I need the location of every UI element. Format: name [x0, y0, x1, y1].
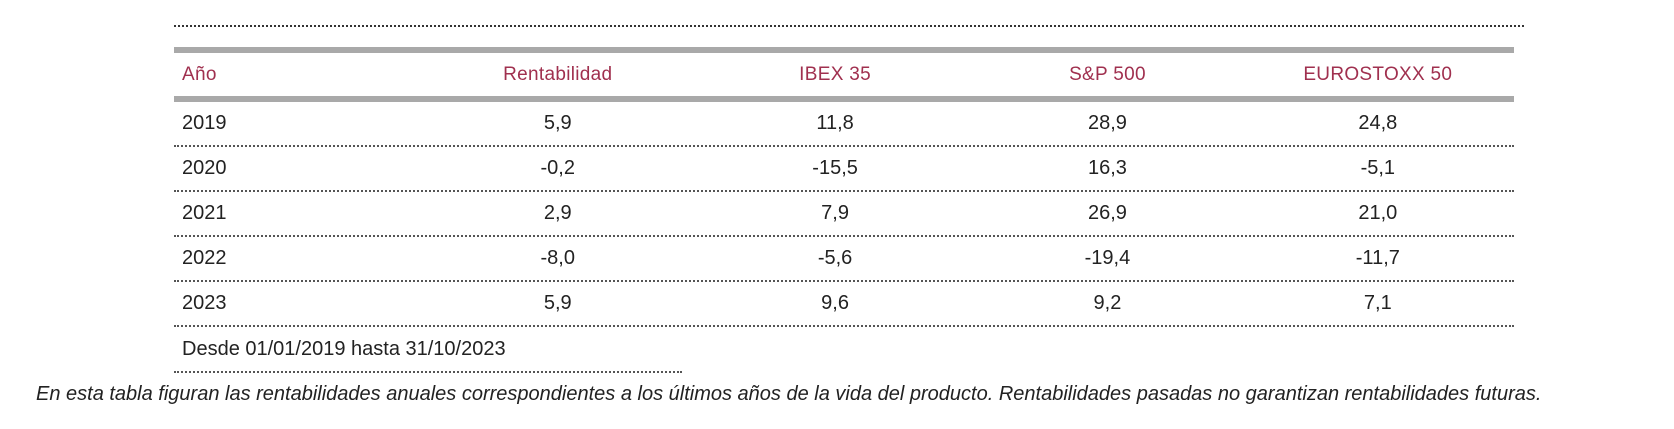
cell-sp500: 28,9 [1087, 112, 1127, 134]
cell-year: 2023 [182, 292, 227, 314]
top-dotted-divider [174, 25, 1524, 27]
table-row: 2022 -8,0 -5,6 -19,4 -11,7 [174, 237, 1514, 282]
table-header-row: Año Rentabilidad IBEX 35 S&P 500 EUROSTO… [174, 47, 1514, 102]
cell-eurostoxx50: 21,0 [1358, 202, 1398, 224]
table-row: 2019 5,9 11,8 28,9 24,8 [174, 102, 1514, 147]
cell-sp500: -19,4 [1084, 247, 1131, 269]
cell-ibex35: 7,9 [821, 202, 849, 224]
cell-eurostoxx50: 7,1 [1363, 292, 1392, 314]
cell-ibex35: 11,8 [816, 112, 854, 134]
table-row: 2020 -0,2 -15,5 16,3 -5,1 [174, 147, 1514, 192]
cell-year: 2022 [182, 247, 227, 269]
cell-year: 2019 [182, 112, 227, 134]
cell-rentabilidad: 5,9 [543, 112, 572, 134]
cell-eurostoxx50: 24,8 [1358, 112, 1398, 134]
table-row: 2021 2,9 7,9 26,9 21,0 [174, 192, 1514, 237]
cell-sp500: 26,9 [1087, 202, 1127, 224]
header-rentabilidad: Rentabilidad [503, 63, 613, 85]
cell-ibex35: -5,6 [817, 247, 853, 269]
cell-rentabilidad: 5,9 [543, 292, 572, 314]
cell-ibex35: -15,5 [812, 157, 858, 179]
disclaimer-text: En esta tabla figuran las rentabilidades… [36, 383, 1542, 405]
cell-year: 2021 [182, 202, 227, 224]
header-ibex35: IBEX 35 [799, 63, 871, 85]
cell-rentabilidad: 2,9 [543, 202, 572, 224]
table-date-range-note: Desde 01/01/2019 hasta 31/10/2023 [174, 327, 682, 373]
table-row: 2023 5,9 9,6 9,2 7,1 [174, 282, 1514, 327]
cell-rentabilidad: -0,2 [540, 157, 575, 179]
cell-ibex35: 9,6 [821, 292, 849, 314]
returns-table: Año Rentabilidad IBEX 35 S&P 500 EUROSTO… [174, 47, 1514, 373]
header-year: Año [182, 63, 217, 85]
cell-rentabilidad: -8,0 [540, 247, 575, 269]
cell-eurostoxx50: -5,1 [1360, 157, 1396, 179]
cell-sp500: 9,2 [1093, 292, 1122, 314]
cell-eurostoxx50: -11,7 [1355, 247, 1400, 269]
cell-year: 2020 [182, 157, 227, 179]
header-eurostoxx50: EUROSTOXX 50 [1303, 63, 1453, 85]
header-sp500: S&P 500 [1069, 63, 1146, 85]
cell-sp500: 16,3 [1087, 157, 1127, 179]
